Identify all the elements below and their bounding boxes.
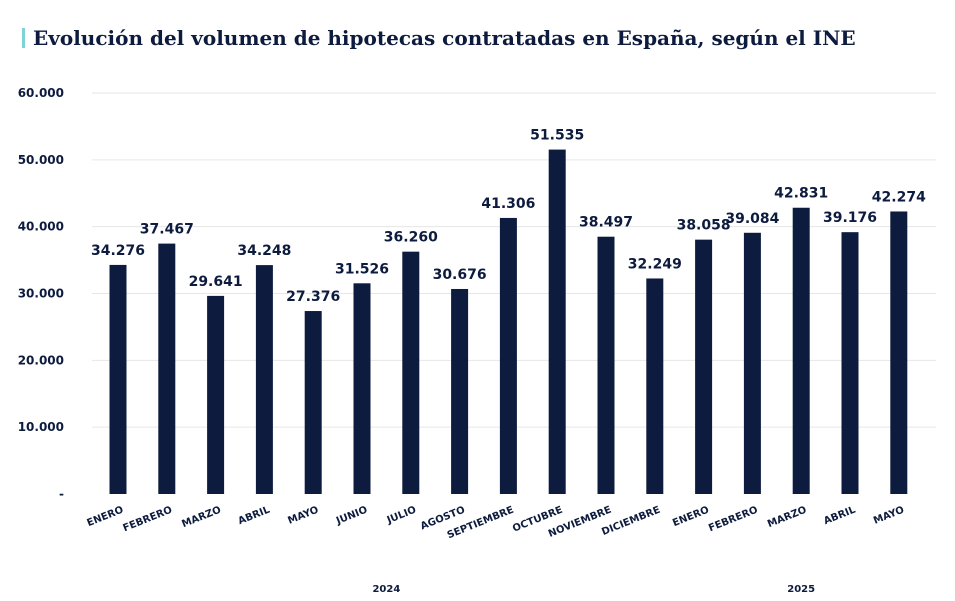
y-tick-label: 20.000 (18, 353, 64, 367)
x-tick-label: ENERO (86, 505, 126, 530)
x-tick-label: JULIO (385, 505, 418, 527)
bar (353, 283, 371, 494)
data-label: 38.058 (677, 218, 731, 234)
bar (402, 251, 420, 494)
x-tick-label: FEBRERO (707, 505, 759, 535)
x-tick-label: MAYO (872, 505, 906, 527)
data-label: 34.248 (237, 243, 291, 259)
chart-title-wrap: Evolución del volumen de hipotecas contr… (22, 26, 856, 50)
bar (646, 278, 664, 494)
bar (451, 288, 469, 494)
data-label: 32.249 (628, 256, 682, 272)
data-label: 37.467 (140, 222, 194, 238)
bar (499, 217, 517, 494)
data-label: 41.306 (481, 196, 535, 212)
data-label: 36.260 (384, 230, 438, 246)
x-tick-label: MAYO (286, 505, 320, 527)
title-accent-bar (22, 28, 25, 48)
bar (890, 211, 908, 495)
y-tick-label: 30.000 (18, 287, 64, 301)
bar (207, 295, 225, 494)
data-label: 38.497 (579, 215, 633, 231)
data-label: 42.274 (872, 189, 926, 205)
x-tick-label: JUNIO (334, 505, 369, 528)
data-label: 30.676 (433, 267, 487, 283)
y-tick-label: 10.000 (18, 420, 64, 434)
data-label: 34.276 (91, 243, 145, 259)
x-tick-label: MARZO (766, 505, 808, 531)
y-tick-label: 50.000 (18, 153, 64, 167)
chart-title: Evolución del volumen de hipotecas contr… (33, 26, 856, 50)
bar (158, 243, 176, 494)
x-tick-label: ABRIL (237, 504, 272, 527)
bar (597, 236, 615, 494)
data-label: 39.084 (725, 211, 779, 227)
y-tick-label: - (59, 487, 64, 501)
bar (792, 207, 810, 494)
bar (255, 265, 273, 494)
data-label: 39.176 (823, 210, 877, 226)
y-tick-label: 60.000 (18, 86, 64, 100)
data-label: 29.641 (189, 274, 243, 290)
bar (695, 239, 713, 494)
data-label: 42.831 (774, 186, 828, 202)
x-tick-label: FEBRERO (122, 505, 174, 535)
year-group-label: 2025 (787, 584, 815, 595)
y-tick-label: 40.000 (18, 220, 64, 234)
x-tick-label: ABRIL (822, 504, 857, 527)
year-group-label: 2024 (372, 584, 400, 595)
x-tick-label: ENERO (671, 505, 711, 530)
x-tick-label: MARZO (180, 505, 222, 531)
bar (743, 232, 761, 494)
bar (548, 149, 566, 495)
data-label: 51.535 (530, 128, 584, 144)
bar (841, 232, 859, 494)
data-label: 27.376 (286, 289, 340, 305)
bar (304, 311, 322, 494)
data-label: 31.526 (335, 261, 389, 277)
bar (109, 264, 127, 494)
